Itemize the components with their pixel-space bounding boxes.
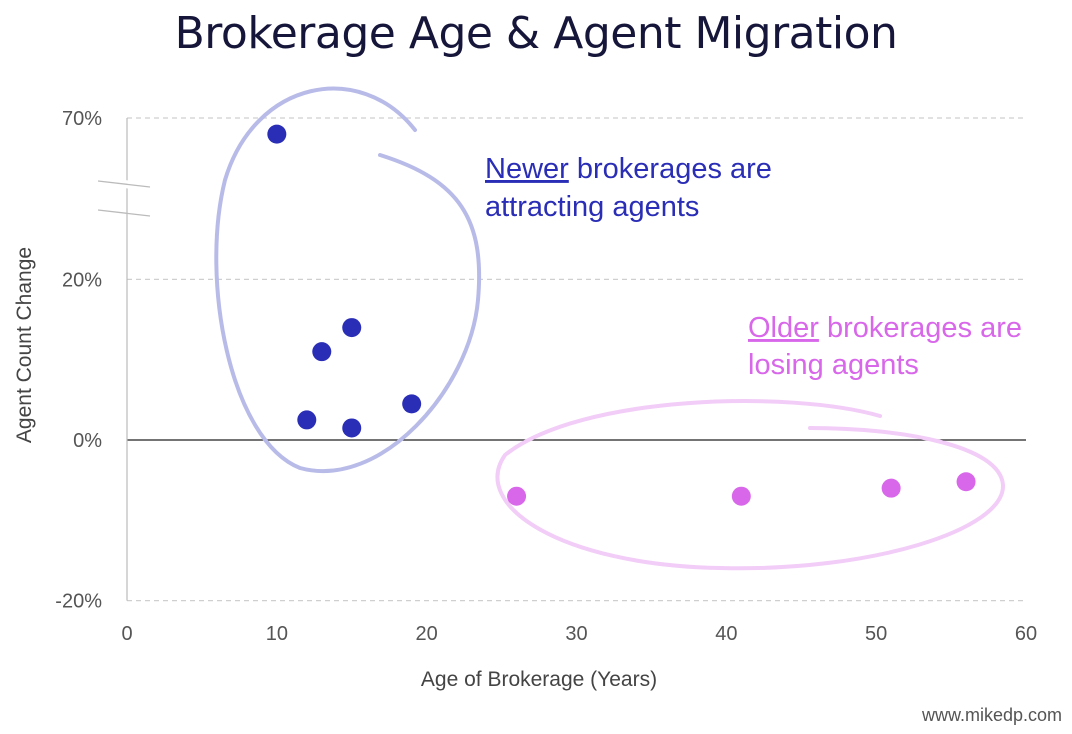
- data-points: [267, 124, 976, 506]
- newer-brokerage-point: [267, 124, 287, 144]
- older-brokerage-point: [881, 478, 901, 498]
- x-tick-label: 50: [865, 623, 887, 645]
- older-brokerage-point: [956, 472, 976, 492]
- annotation-newer: Newer brokerages are attracting agents: [485, 153, 772, 223]
- older-ellipse: [495, 399, 1006, 571]
- x-axis-label: Age of Brokerage (Years): [421, 668, 657, 691]
- axis-break-mark: [97, 209, 151, 217]
- older-brokerage-point: [507, 486, 527, 506]
- x-tick-label: 30: [565, 623, 587, 645]
- newer-brokerage-point: [342, 418, 362, 438]
- svg-text:Older brokerages are: Older brokerages are: [748, 312, 1022, 344]
- x-tick-label: 10: [266, 623, 288, 645]
- y-tick-label: 20%: [62, 269, 102, 291]
- x-tick-label: 60: [1015, 623, 1037, 645]
- source-credit: www.mikedp.com: [921, 705, 1062, 725]
- gridlines: [127, 117, 1026, 602]
- annotation-newer-emphasis: Newer: [485, 153, 569, 185]
- y-tick-label: 0%: [73, 430, 102, 452]
- highlight-ellipses: [214, 86, 1006, 571]
- annotation-older-line2: losing agents: [748, 349, 919, 381]
- annotation-newer-line2: attracting agents: [485, 191, 699, 223]
- y-tick-label: -20%: [55, 591, 102, 613]
- chart-title: Brokerage Age & Agent Migration: [174, 8, 898, 59]
- older-brokerage-point: [731, 486, 751, 506]
- x-tick-label: 20: [416, 623, 438, 645]
- tick-labels: -20% 0% 20% 70% 0 10 20 30 40 50 60: [55, 108, 1037, 645]
- axes: [97, 118, 1026, 601]
- annotation-older: Older brokerages are losing agents: [748, 312, 1022, 381]
- axis-break-mark: [97, 180, 151, 188]
- newer-brokerage-point: [342, 318, 362, 338]
- y-tick-label: 70%: [62, 108, 102, 130]
- x-tick-label: 40: [715, 623, 737, 645]
- y-axis-label: Agent Count Change: [13, 247, 36, 443]
- annotation-older-emphasis: Older: [748, 312, 819, 344]
- newer-ellipse: [214, 86, 482, 473]
- x-tick-label: 0: [121, 623, 132, 645]
- newer-brokerage-point: [297, 410, 317, 430]
- newer-brokerage-point: [312, 342, 332, 362]
- annotation-older-text: brokerages are: [819, 312, 1022, 344]
- svg-text:Newer brokerages are: Newer brokerages are: [485, 153, 772, 185]
- axis-labels: Age of Brokerage (Years) Agent Count Cha…: [13, 247, 657, 691]
- newer-brokerage-point: [402, 394, 422, 414]
- annotation-newer-text: brokerages are: [569, 153, 772, 185]
